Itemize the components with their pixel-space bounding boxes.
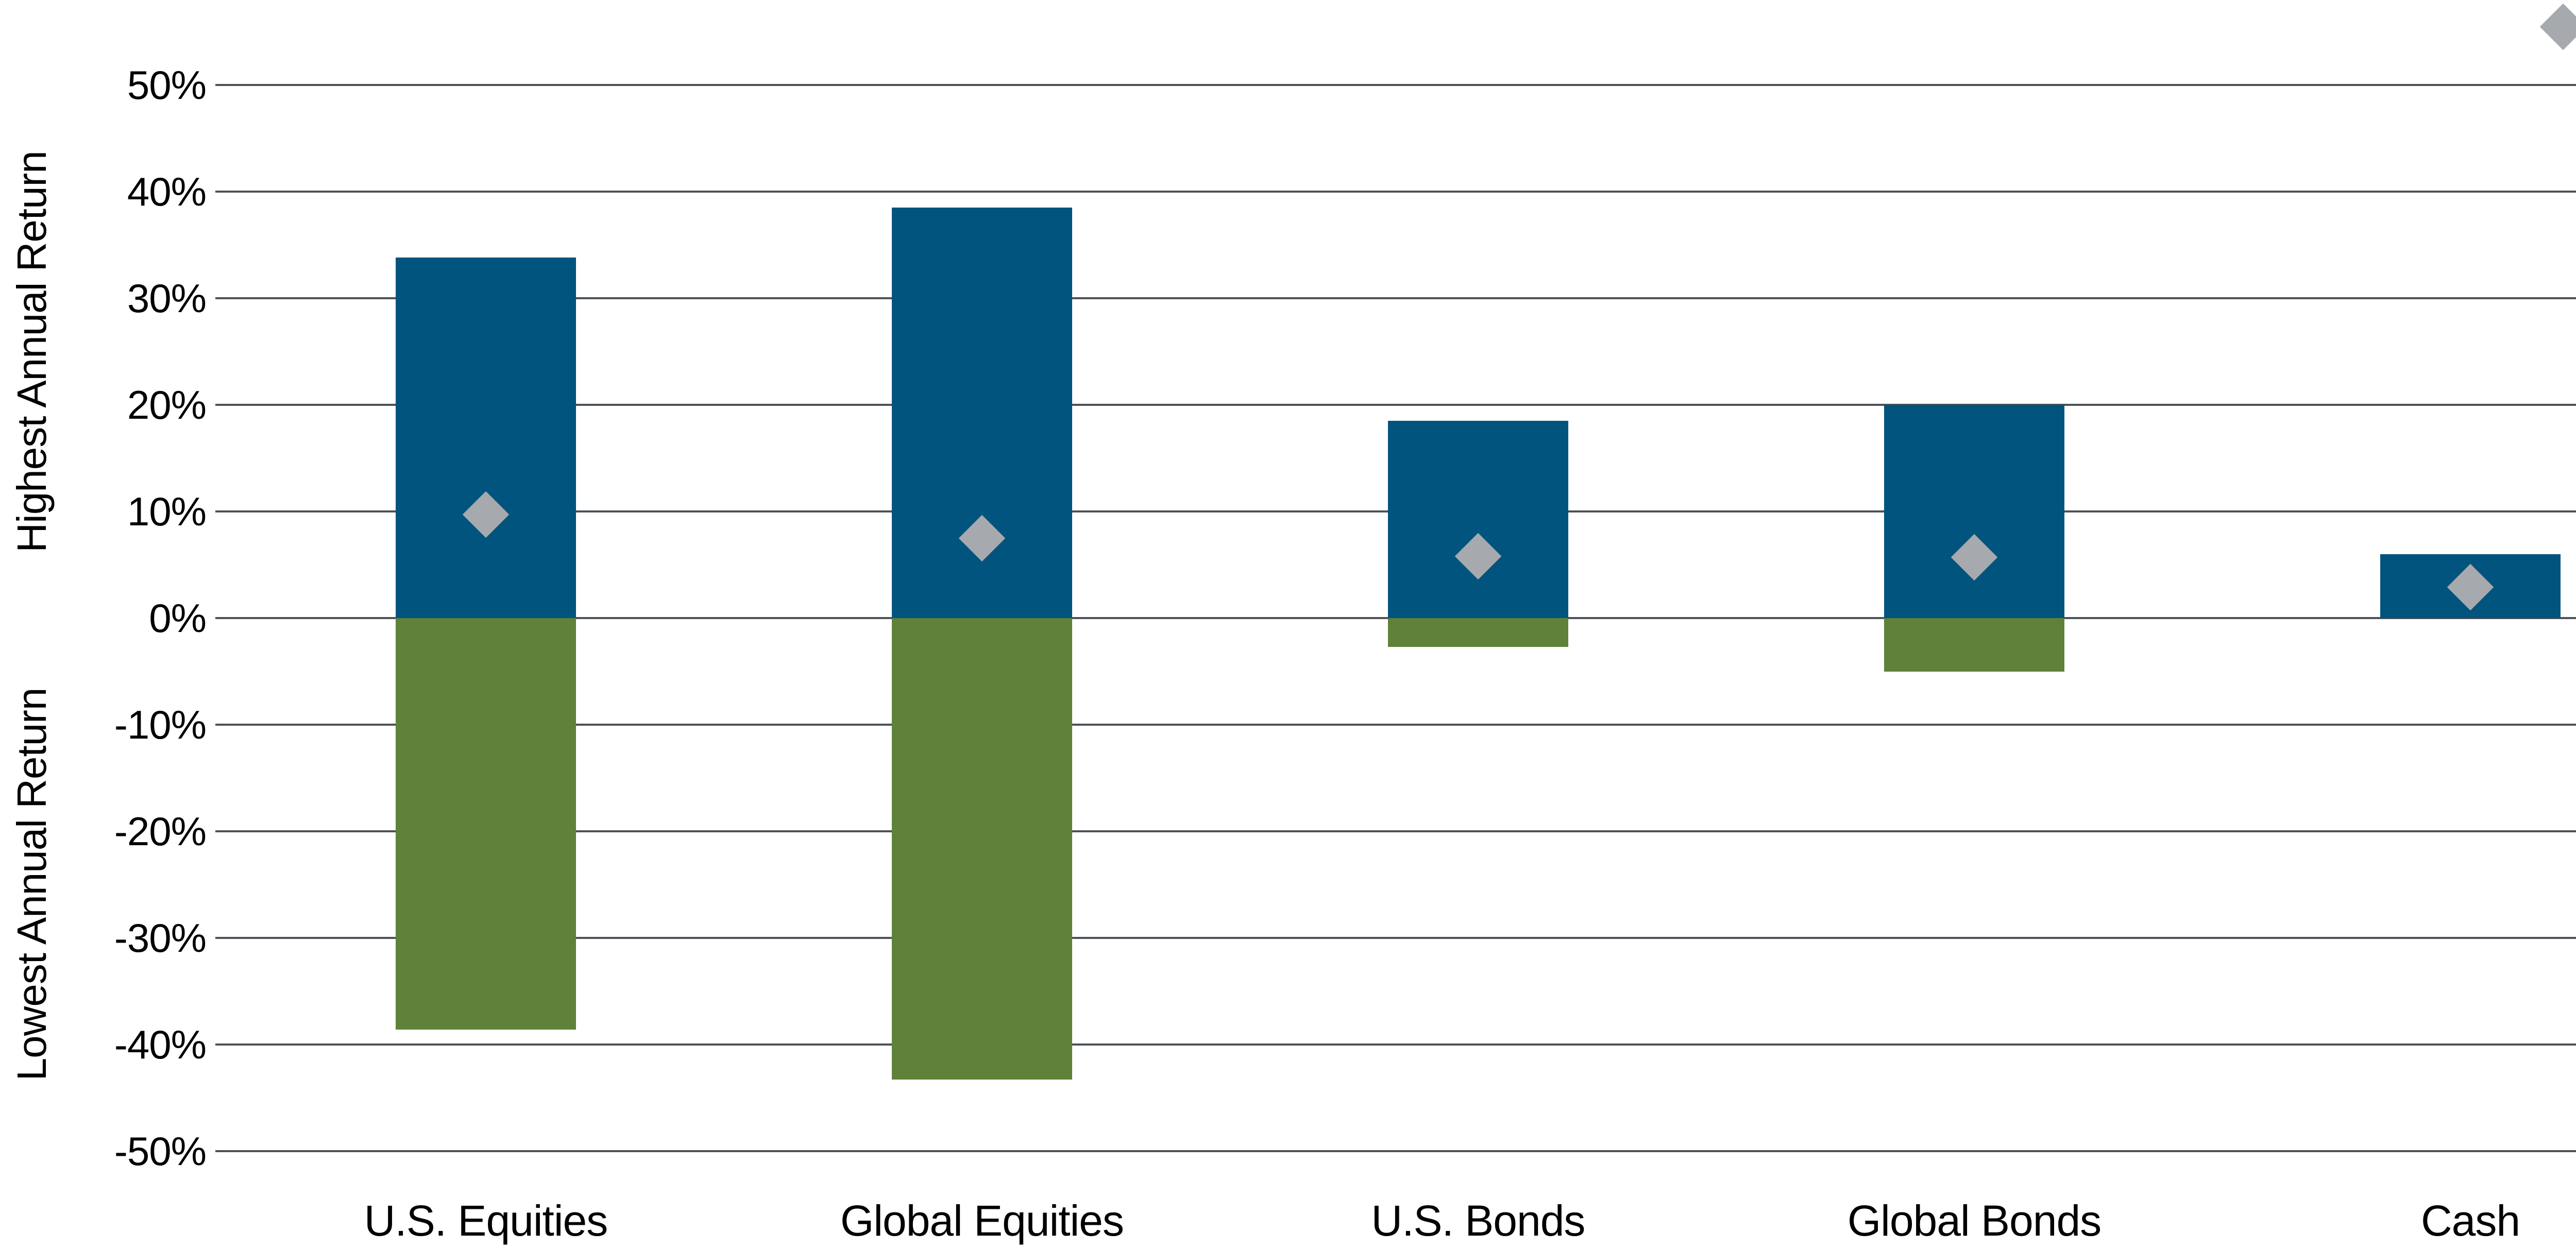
gridline-50	[215, 84, 2576, 86]
y-tick-40: 40%	[127, 169, 207, 214]
gridline-30	[215, 297, 2576, 299]
y-tick--20: -20%	[114, 809, 207, 854]
y-tick--40: -40%	[114, 1022, 207, 1067]
y-tick-30: 30%	[127, 276, 207, 321]
y-tick-20: 20%	[127, 382, 207, 427]
bar-lowest-u-s-bonds	[1388, 618, 1568, 647]
gridline--50	[215, 1150, 2576, 1152]
x-category-label-cash: Cash	[2420, 1196, 2520, 1245]
y-tick-0: 0%	[149, 595, 207, 641]
y-tick--50: -50%	[114, 1128, 207, 1174]
gridline--10	[215, 724, 2576, 726]
bar-lowest-global-equities	[892, 618, 1072, 1080]
gridline--40	[215, 1043, 2576, 1046]
x-category-label-u-s-bonds: U.S. Bonds	[1371, 1196, 1586, 1245]
x-category-label-u-s-equities: U.S. Equities	[364, 1196, 608, 1245]
y-tick-10: 10%	[127, 489, 207, 534]
gridline--20	[215, 830, 2576, 832]
y-axis-title-lowest: Lowest Annual Return	[9, 688, 55, 1081]
chart-legend: Average	[2539, 0, 2576, 54]
gridline--30	[215, 937, 2576, 939]
y-tick--30: -30%	[114, 915, 207, 961]
y-tick--10: -10%	[114, 702, 207, 747]
bar-lowest-u-s-equities	[396, 618, 576, 1030]
x-category-label-global-equities: Global Equities	[840, 1196, 1124, 1245]
diamond-icon	[2539, 3, 2576, 50]
y-tick-50: 50%	[127, 62, 207, 108]
gridline-40	[215, 191, 2576, 193]
x-category-label-global-bonds: Global Bonds	[1847, 1196, 2102, 1245]
bar-highest-u-s-bonds	[1388, 421, 1568, 618]
bar-highest-u-s-equities	[396, 258, 576, 618]
bar-lowest-global-bonds	[1884, 618, 2064, 672]
gridline-20	[215, 404, 2576, 406]
bar-highest-global-bonds	[1884, 405, 2064, 618]
